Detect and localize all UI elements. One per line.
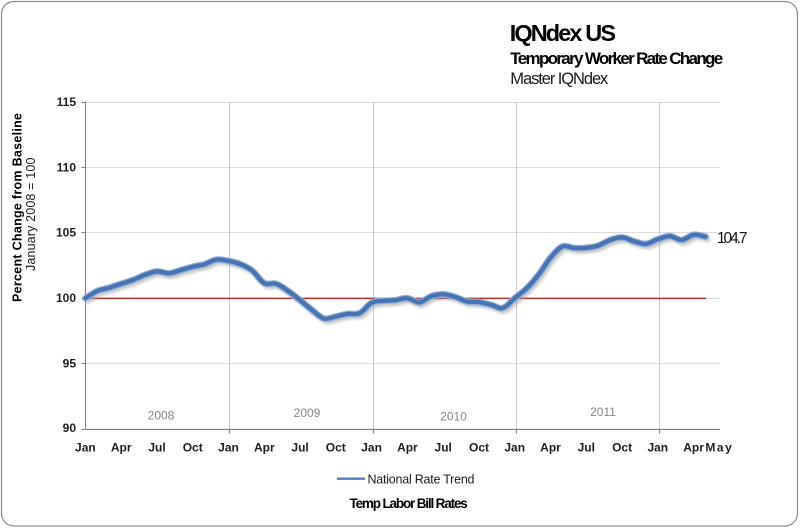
svg-text:Percent Change from Baseline: Percent Change from Baseline	[11, 113, 25, 302]
svg-text:2011: 2011	[590, 405, 616, 419]
svg-text:Temporary Worker Rate Change: Temporary Worker Rate Change	[510, 49, 723, 68]
svg-text:Jul: Jul	[148, 440, 165, 454]
svg-text:Oct: Oct	[469, 440, 489, 454]
svg-text:Oct: Oct	[326, 440, 346, 454]
svg-text:January 2008 = 100: January 2008 = 100	[24, 158, 38, 272]
svg-text:Apr: Apr	[397, 440, 418, 454]
svg-text:2010: 2010	[440, 410, 467, 424]
svg-text:Apr: Apr	[254, 440, 275, 454]
svg-text:Jan: Jan	[647, 440, 668, 454]
svg-text:Oct: Oct	[183, 440, 203, 454]
svg-text:115: 115	[57, 95, 77, 109]
svg-text:Apr: Apr	[540, 440, 561, 454]
svg-text:May: May	[705, 440, 732, 454]
svg-text:IQNdex US: IQNdex US	[510, 20, 616, 46]
svg-text:95: 95	[63, 356, 77, 370]
svg-text:110: 110	[57, 160, 77, 174]
svg-text:Jan: Jan	[504, 440, 525, 454]
svg-text:Jul: Jul	[435, 440, 452, 454]
svg-text:90: 90	[63, 421, 77, 435]
svg-text:Apr: Apr	[683, 440, 704, 454]
svg-text:105: 105	[56, 226, 76, 240]
svg-text:Oct: Oct	[612, 440, 632, 454]
svg-text:2009: 2009	[294, 406, 321, 420]
svg-text:Temp Labor Bill Rates: Temp Labor Bill Rates	[350, 496, 468, 511]
svg-text:Master IQNdex: Master IQNdex	[510, 70, 609, 88]
svg-text:Jul: Jul	[291, 440, 308, 454]
svg-text:Jan: Jan	[361, 440, 382, 454]
svg-text:100: 100	[56, 291, 76, 305]
svg-text:2008: 2008	[148, 408, 175, 422]
svg-text:Jan: Jan	[75, 440, 96, 454]
svg-text:104.7: 104.7	[717, 230, 748, 247]
svg-text:Apr: Apr	[111, 440, 132, 454]
svg-text:Jan: Jan	[218, 440, 239, 454]
svg-text:Jul: Jul	[578, 440, 595, 454]
svg-text:National Rate Trend: National Rate Trend	[368, 472, 475, 486]
